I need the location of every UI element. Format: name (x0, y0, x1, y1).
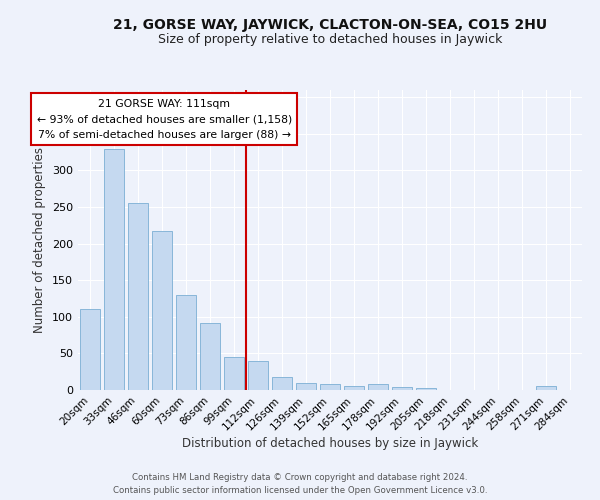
Text: 21, GORSE WAY, JAYWICK, CLACTON-ON-SEA, CO15 2HU: 21, GORSE WAY, JAYWICK, CLACTON-ON-SEA, … (113, 18, 547, 32)
Bar (344, 386, 364, 390)
Bar (104, 148, 124, 390)
Text: 21 GORSE WAY: 111sqm
← 93% of detached houses are smaller (1,158)
7% of semi-det: 21 GORSE WAY: 111sqm ← 93% of detached h… (37, 99, 292, 140)
Bar (128, 202, 148, 390)
Bar (248, 360, 268, 390)
Bar (152, 231, 172, 390)
Bar (416, 388, 436, 390)
Bar (176, 295, 196, 390)
Text: Size of property relative to detached houses in Jaywick: Size of property relative to detached ho… (158, 32, 502, 46)
Bar (392, 387, 412, 390)
Bar (368, 384, 388, 390)
Bar (320, 384, 340, 390)
Bar (80, 309, 100, 390)
Text: Contains HM Land Registry data © Crown copyright and database right 2024.
Contai: Contains HM Land Registry data © Crown c… (113, 473, 487, 495)
Bar (200, 324, 220, 390)
Bar (536, 386, 556, 390)
Bar (224, 357, 244, 390)
Bar (272, 377, 292, 390)
Bar (296, 382, 316, 390)
X-axis label: Distribution of detached houses by size in Jaywick: Distribution of detached houses by size … (182, 438, 478, 450)
Y-axis label: Number of detached properties: Number of detached properties (34, 147, 46, 333)
